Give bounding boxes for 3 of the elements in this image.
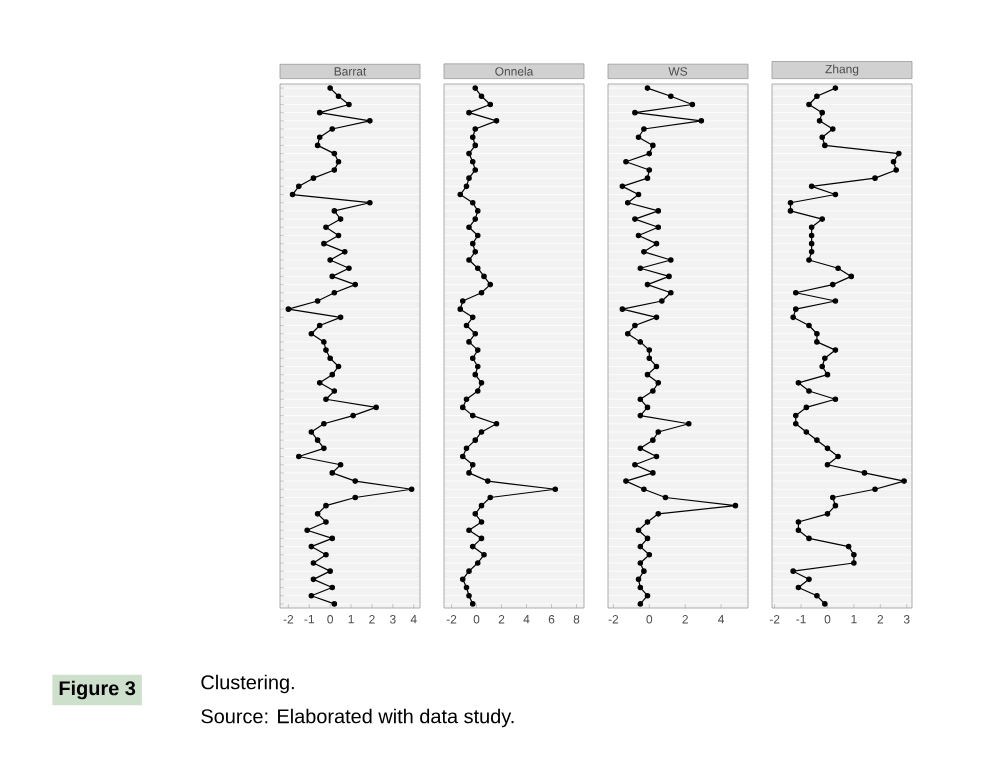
caption: Figure 3: [59, 680, 136, 700]
text: Clustering.: [201, 674, 294, 694]
source-note: Source: Elaborated with data study.: [201, 708, 514, 728]
